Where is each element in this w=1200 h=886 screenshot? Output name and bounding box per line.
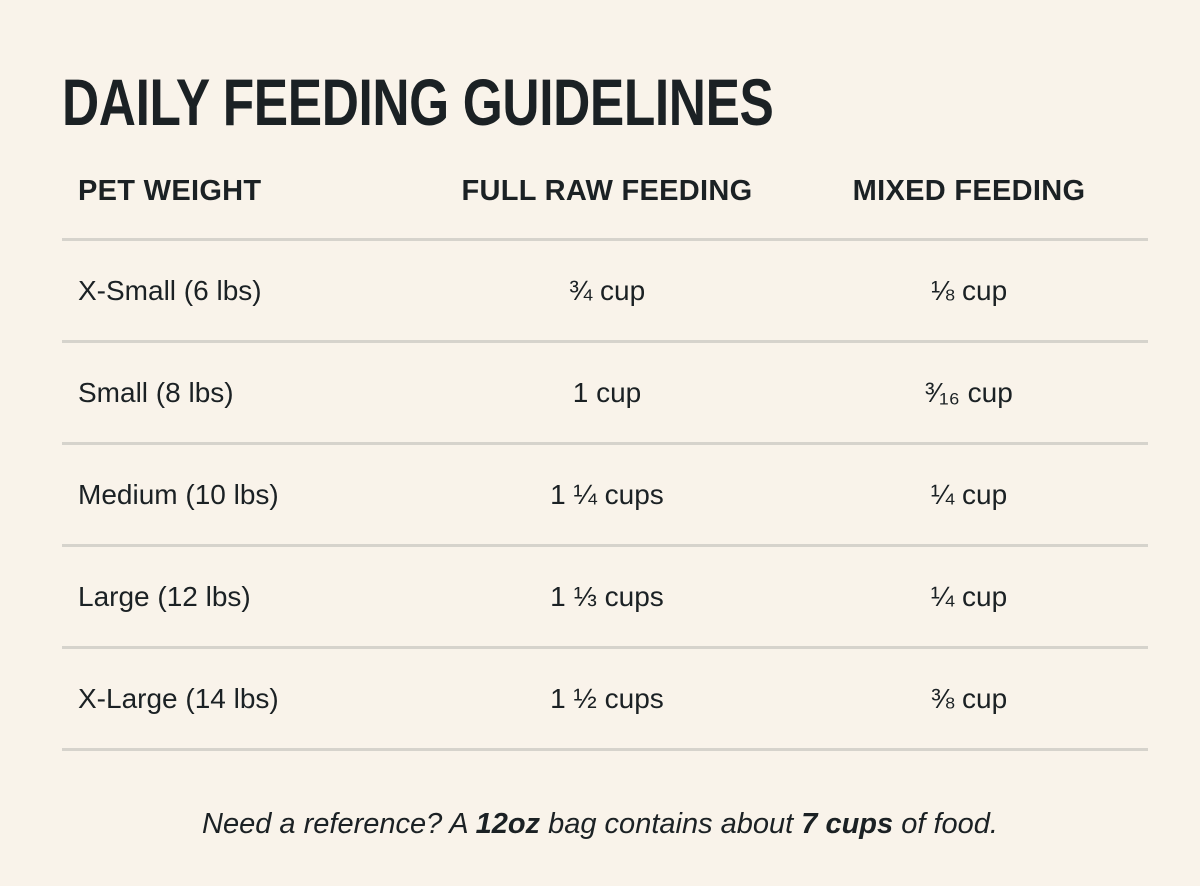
note-bag-size: 12oz <box>475 808 541 840</box>
pet-weight-cell: Large (12 lbs) <box>78 580 251 612</box>
pet-weight-cell: X-Small (6 lbs) <box>78 274 262 306</box>
table-header-row: PET WEIGHT FULL RAW FEEDING MIXED FEEDIN… <box>62 150 1148 241</box>
mixed-feeding-cell: ⅜ cup <box>930 682 1008 714</box>
note-text: Need a reference? A <box>202 808 476 840</box>
pet-weight-cell: Small (8 lbs) <box>78 376 234 408</box>
full-raw-feeding-cell: ¾ cup <box>568 274 646 306</box>
note-cup-count: 7 cups <box>801 808 894 840</box>
header-pet-weight: PET WEIGHT <box>78 174 262 207</box>
pet-weight-cell: X-Large (14 lbs) <box>78 682 279 714</box>
mixed-feeding-cell: ³⁄₁₆ cup <box>925 376 1013 408</box>
header-full-raw-feeding: FULL RAW FEEDING <box>461 174 753 207</box>
full-raw-feeding-cell: 1 ½ cups <box>550 682 664 714</box>
pet-weight-cell: Medium (10 lbs) <box>78 478 279 510</box>
full-raw-feeding-cell: 1 ⅓ cups <box>550 580 664 612</box>
mixed-feeding-cell: ¼ cup <box>930 580 1008 612</box>
table-row: X-Small (6 lbs) ¾ cup ⅛ cup <box>62 241 1148 343</box>
page-title: DAILY FEEDING GUIDELINES <box>62 65 774 139</box>
table-row: Large (12 lbs) 1 ⅓ cups ¼ cup <box>62 547 1148 649</box>
mixed-feeding-cell: ¼ cup <box>930 478 1008 510</box>
mixed-feeding-cell: ⅛ cup <box>930 274 1008 306</box>
table-row: Small (8 lbs) 1 cup ³⁄₁₆ cup <box>62 343 1148 445</box>
table-row: Medium (10 lbs) 1 ¼ cups ¼ cup <box>62 445 1148 547</box>
full-raw-feeding-cell: 1 ¼ cups <box>550 478 664 510</box>
note-text: bag contains about <box>540 808 802 840</box>
reference-note: Need a reference? A 12oz bag contains ab… <box>0 808 1200 841</box>
full-raw-feeding-cell: 1 cup <box>572 376 642 408</box>
header-mixed-feeding: MIXED FEEDING <box>852 174 1086 207</box>
feeding-table: PET WEIGHT FULL RAW FEEDING MIXED FEEDIN… <box>62 150 1148 751</box>
table-row: X-Large (14 lbs) 1 ½ cups ⅜ cup <box>62 649 1148 751</box>
note-text: of food. <box>893 808 998 840</box>
